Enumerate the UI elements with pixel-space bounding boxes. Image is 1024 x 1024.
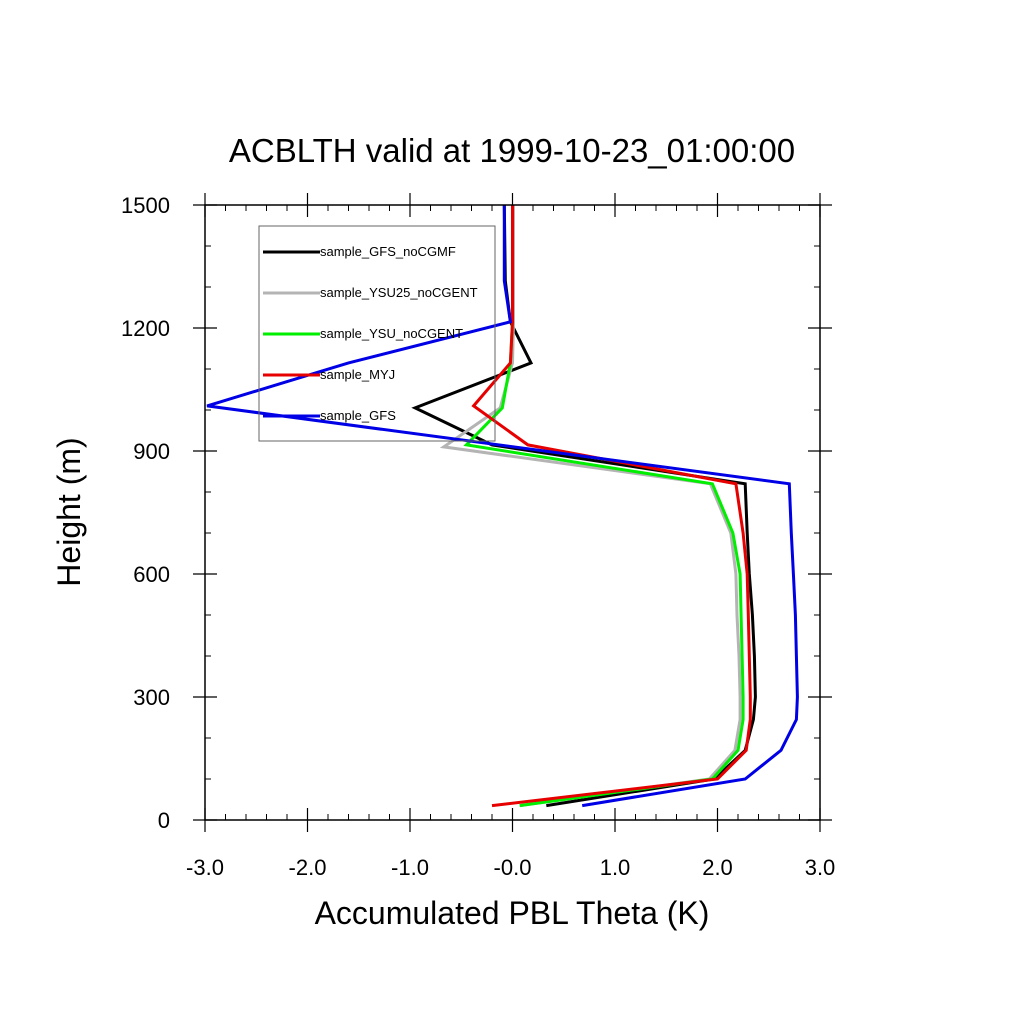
x-tick-label: -3.0 [186, 855, 224, 880]
legend-label-sample-ysu25-nocgent: sample_YSU25_noCGENT [320, 285, 478, 300]
series-line-sample-myj [471, 205, 752, 808]
legend-label-sample-ysu-nocgent: sample_YSU_noCGENT [320, 326, 463, 341]
x-tick-label: -2.0 [289, 855, 327, 880]
legend: sample_GFS_noCGMF sample_YSU25_noCGENTsam… [258, 225, 496, 442]
plot-frame [204, 204, 821, 821]
y-tick-label: 900 [133, 439, 170, 464]
y-tick-label: 300 [133, 685, 170, 710]
legend-label-sample-gfs-nocgmf: sample_GFS_noCGMF [320, 244, 456, 259]
chart-title: ACBLTH valid at 1999-10-23_01:00:00 [229, 132, 795, 169]
legend-label-sample-gfs: sample_GFS [320, 408, 396, 423]
x-tick-label: -1.0 [391, 855, 429, 880]
y-tick-label: 600 [133, 562, 170, 587]
plot-series [206, 204, 799, 808]
y-tick-label: 1500 [121, 193, 170, 218]
y-tick-label: 1200 [121, 316, 170, 341]
x-tick-label: 2.0 [702, 855, 733, 880]
y-axis-label: Height (m) [51, 437, 87, 586]
y-tick-label: 0 [158, 808, 170, 833]
series-line-sample-gfs [206, 205, 799, 808]
series-line-sample-ysu-nocgent [463, 205, 745, 808]
x-tick-label: -0.0 [494, 855, 532, 880]
legend-label-sample-myj: sample_MYJ [320, 367, 395, 382]
series-line-sample-ysu25-nocgent [439, 205, 742, 808]
x-tick-labels: -3.0 -2.0 -1.0 -0.0 1.0 2.0 3.0 [186, 855, 835, 880]
y-tick-labels: 0 300 600 900 1200 1500 [121, 193, 170, 833]
x-tick-label: 3.0 [805, 855, 836, 880]
x-tick-label: 1.0 [600, 855, 631, 880]
x-axis-label: Accumulated PBL Theta (K) [315, 895, 710, 931]
legend-box [258, 225, 496, 442]
